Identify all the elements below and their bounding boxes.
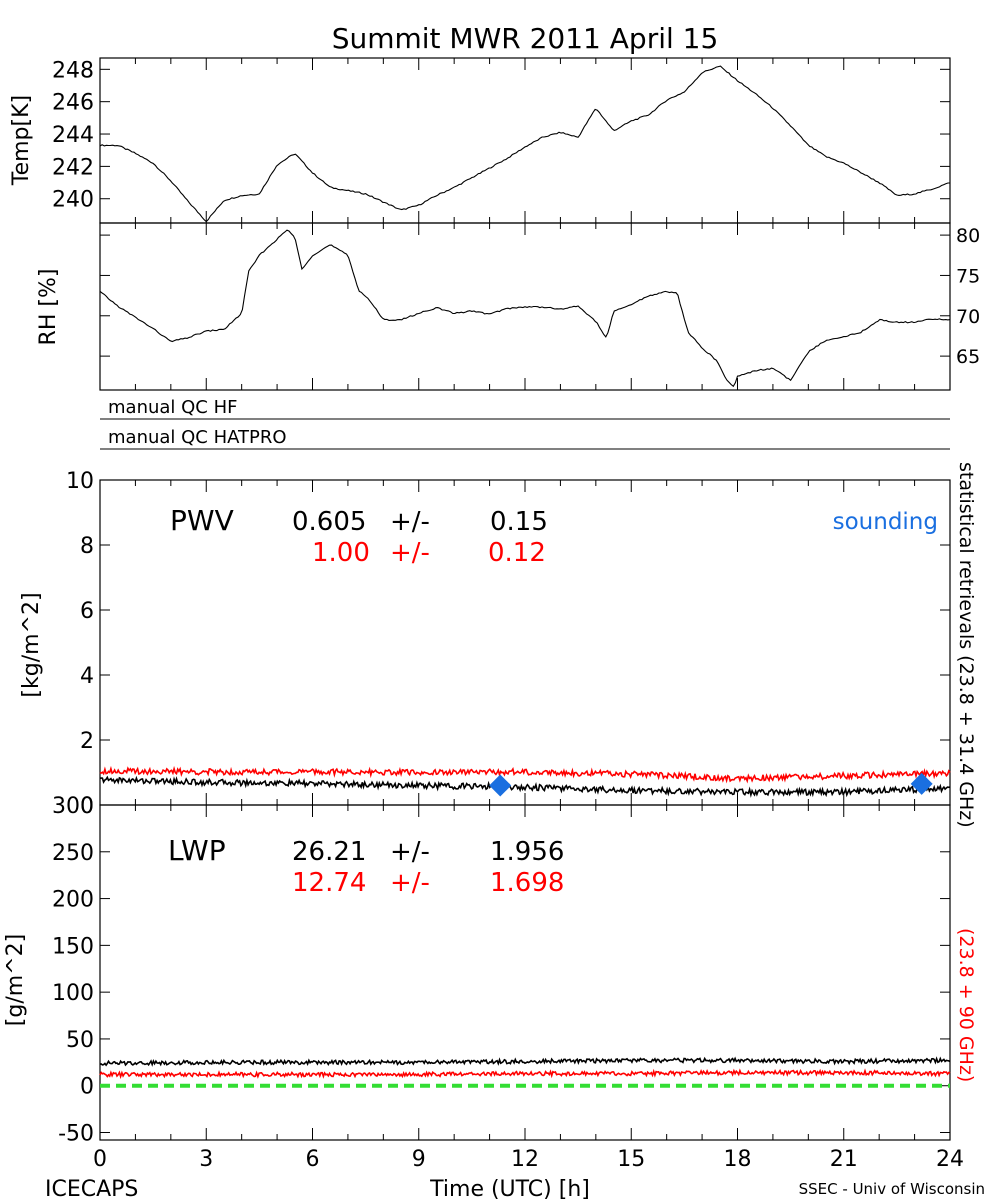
lwp-y-tick-label: -50 [58, 1122, 94, 1147]
lwp-y-axis-label: [g/m^2] [3, 934, 28, 1026]
temp-y-tick-label: 240 [52, 188, 94, 213]
pwv-y-tick-label: 2 [80, 729, 94, 754]
lwp-x-tick-label: 15 [617, 1147, 645, 1172]
lwp-y-tick-label: 150 [52, 934, 94, 959]
pwv-sounding-marker [910, 772, 933, 795]
pwv-y-tick-label: 8 [80, 534, 94, 559]
pwv-series-line [99, 765, 951, 784]
lwp-x-tick-label: 24 [936, 1147, 964, 1172]
lwp-y-tick-label: 100 [52, 981, 94, 1006]
pwv-sounding-marker [489, 774, 512, 797]
pwv-stat-black-value: 0.605 [292, 507, 366, 537]
lwp-stat-black-err: 1.956 [490, 837, 564, 867]
lwp-y-tick-label: 200 [52, 888, 94, 913]
temp-y-tick-label: 244 [52, 123, 94, 148]
lwp-x-tick-label: 18 [724, 1147, 752, 1172]
lwp-stat-red-value: 12.74 [292, 868, 366, 898]
footer-icecaps: ICECAPS [45, 1177, 138, 1200]
lwp-x-tick-label: 9 [412, 1147, 426, 1172]
pwv-y-axis-label: [kg/m^2] [19, 592, 44, 697]
figure-title: Summit MWR 2011 April 15 [332, 22, 719, 55]
sounding-legend: sounding [833, 509, 938, 535]
lwp-x-tick-label: 12 [511, 1147, 539, 1172]
lwp-y-tick-label: 0 [80, 1075, 94, 1100]
lwp-x-tick-label: 3 [199, 1147, 213, 1172]
lwp-x-tick-label: 6 [306, 1147, 320, 1172]
lwp-x-tick-label: 21 [830, 1147, 858, 1172]
lwp-y-tick-label: 50 [66, 1028, 94, 1053]
pwv-stat-red-err: 0.12 [488, 538, 546, 568]
relative-humidity-panel: 65 70 75 80 RH [%] [36, 222, 980, 391]
pwv-stat-black-err: 0.15 [490, 507, 548, 537]
lwp-stat-black-pm: +/- [390, 837, 430, 867]
lwp-annotation-label: LWP [168, 834, 226, 867]
right-label-statistical: statistical retrievals (23.8 + 31.4 GHz) [955, 462, 977, 828]
pwv-y-tick-label: 4 [80, 664, 94, 689]
x-axis-label: Time (UTC) [h] [429, 1177, 590, 1200]
rh-series-line [99, 229, 951, 388]
lwp-series-line [99, 1068, 951, 1080]
lwp-stat-black-value: 26.21 [292, 837, 366, 867]
rh-y-axis-label: RH [%] [36, 269, 61, 346]
temp-y-tick-label: 242 [52, 155, 94, 180]
lwp-series-line [99, 1056, 951, 1067]
temp-y-tick-label: 248 [52, 58, 94, 83]
footer-ssec: SSEC - Univ of Wisconsin [799, 1180, 985, 1198]
qc-label-hf: manual QC HF [108, 397, 237, 418]
lwp-stat-red-err: 1.698 [490, 868, 564, 898]
pwv-annotation-label: PWV [170, 504, 234, 537]
temp-y-tick-label: 246 [52, 91, 94, 116]
rh-y-tick-label: 75 [956, 265, 980, 287]
pwv-series-line [99, 775, 951, 798]
qc-strips: manual QC HF manual QC HATPRO [100, 397, 950, 450]
rh-y-tick-label: 80 [956, 225, 980, 247]
pwv-stat-red-pm: +/- [390, 538, 430, 568]
rh-y-tick-label: 70 [956, 306, 980, 328]
pwv-panel: 0 2 4 6 8 10 [kg/m^2] [19, 469, 951, 819]
lwp-x-tick-label: 0 [93, 1147, 107, 1172]
temp-series-line [99, 65, 950, 223]
pwv-y-tick-label: 0 [80, 794, 94, 819]
lwp-y-tick-label: 300 [52, 794, 94, 819]
pwv-y-tick-label: 6 [80, 599, 94, 624]
lwp-stat-red-pm: +/- [390, 868, 430, 898]
temp-plot-frame [99, 57, 951, 224]
qc-label-hatpro: manual QC HATPRO [108, 427, 287, 448]
pwv-y-tick-label: 10 [66, 469, 94, 494]
temp-y-axis-label: Temp[K] [9, 95, 34, 186]
pwv-stat-black-pm: +/- [390, 507, 430, 537]
pwv-stat-red-value: 1.00 [312, 538, 370, 568]
lwp-y-tick-label: 250 [52, 841, 94, 866]
temperature-panel: 240 242 244 246 248 Temp[K] [9, 57, 951, 224]
rh-y-tick-label: 65 [956, 346, 980, 368]
right-label-red-retrieval: (23.8 + 90 GHz) [955, 928, 977, 1082]
